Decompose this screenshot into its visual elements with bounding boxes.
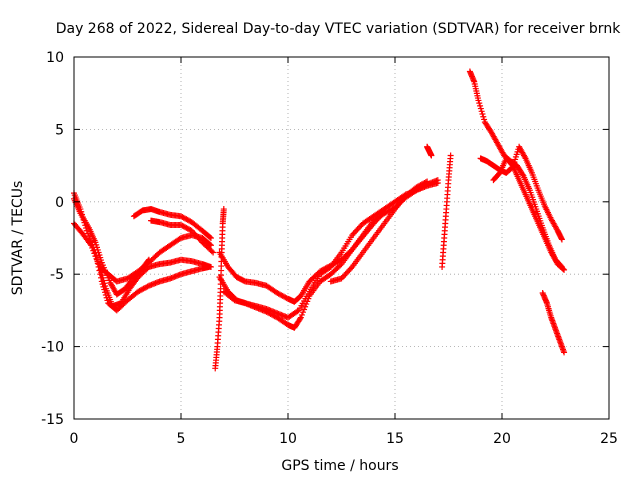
series-track-15: [477, 143, 565, 243]
data-point: [102, 282, 109, 289]
x-axis-label: GPS time / hours: [281, 458, 398, 474]
data-point: [99, 274, 106, 281]
series-track-9: [216, 179, 441, 331]
data-point: [298, 311, 305, 318]
x-tick-label: 10: [279, 431, 297, 447]
x-tick-label: 15: [386, 431, 404, 447]
y-tick-labels: -15 -10 -5 0 5 10: [41, 50, 64, 428]
data-point: [210, 249, 217, 256]
series-track-12: [424, 143, 435, 159]
data-point: [326, 264, 333, 271]
data-point: [477, 105, 484, 112]
data-point: [220, 206, 227, 213]
data-point: [207, 263, 214, 270]
data-point: [424, 178, 431, 185]
data-point: [91, 250, 98, 257]
data-point: [478, 108, 485, 115]
series-track-5: [130, 206, 214, 241]
y-axis-label: SDTVAR / TECUs: [10, 181, 26, 296]
data-point: [93, 255, 100, 262]
data-point: [101, 280, 108, 287]
data-point: [207, 235, 214, 241]
data-point: [297, 314, 304, 321]
data-point: [144, 283, 151, 290]
data-point: [558, 236, 565, 243]
data-point: [434, 177, 441, 184]
data-point: [480, 113, 487, 120]
data-point: [208, 248, 215, 255]
data-point: [561, 266, 568, 273]
chart-title: Day 268 of 2022, Sidereal Day-to-day VTE…: [56, 21, 621, 37]
data-point: [100, 277, 107, 284]
data-point: [481, 116, 488, 123]
y-tick-label: 5: [55, 122, 64, 138]
data-point: [301, 306, 308, 313]
series-track-11: [327, 178, 431, 285]
y-tick-label: -5: [50, 267, 64, 283]
series-track-3: [71, 195, 152, 298]
plot-frame: [73, 56, 610, 420]
data-point: [299, 309, 306, 316]
y-tick-label: 10: [46, 50, 64, 66]
data-point: [99, 272, 106, 279]
series-track-6: [148, 217, 217, 256]
data-point: [206, 234, 213, 241]
x-tick-label: 5: [177, 431, 186, 447]
data-point: [294, 308, 301, 315]
data-point: [176, 235, 183, 242]
data-point: [475, 97, 482, 104]
data-point: [519, 171, 526, 178]
x-tick-labels: 0 5 10 15 20 25: [70, 431, 618, 447]
y-tick-label: -10: [41, 340, 64, 356]
data-point: [104, 297, 111, 304]
series-track-13: [439, 152, 454, 270]
data-point: [422, 179, 429, 186]
data-points: [71, 68, 568, 372]
data-point: [297, 315, 304, 322]
data-point: [303, 301, 310, 308]
x-tick-label: 20: [493, 431, 511, 447]
data-point: [95, 261, 102, 268]
data-point: [479, 111, 486, 118]
series-track-4: [96, 232, 214, 285]
data-point: [90, 247, 97, 254]
data-point: [561, 349, 568, 356]
data-point: [92, 253, 99, 260]
series-track-17: [539, 290, 568, 356]
gridlines: [74, 57, 609, 419]
data-point: [302, 303, 309, 310]
data-point: [477, 102, 484, 109]
data-point: [560, 266, 567, 273]
y-tick-label: -15: [41, 412, 64, 428]
data-point: [447, 152, 454, 159]
data-point: [476, 100, 483, 107]
series-track-16: [490, 155, 568, 273]
data-point: [428, 152, 435, 159]
x-tick-label: 25: [600, 431, 618, 447]
data-point: [88, 242, 95, 249]
tick-marks: [73, 56, 610, 420]
data-point: [94, 258, 101, 265]
data-point: [337, 262, 344, 269]
x-tick-label: 0: [70, 431, 79, 447]
y-tick-label: 0: [55, 195, 64, 211]
